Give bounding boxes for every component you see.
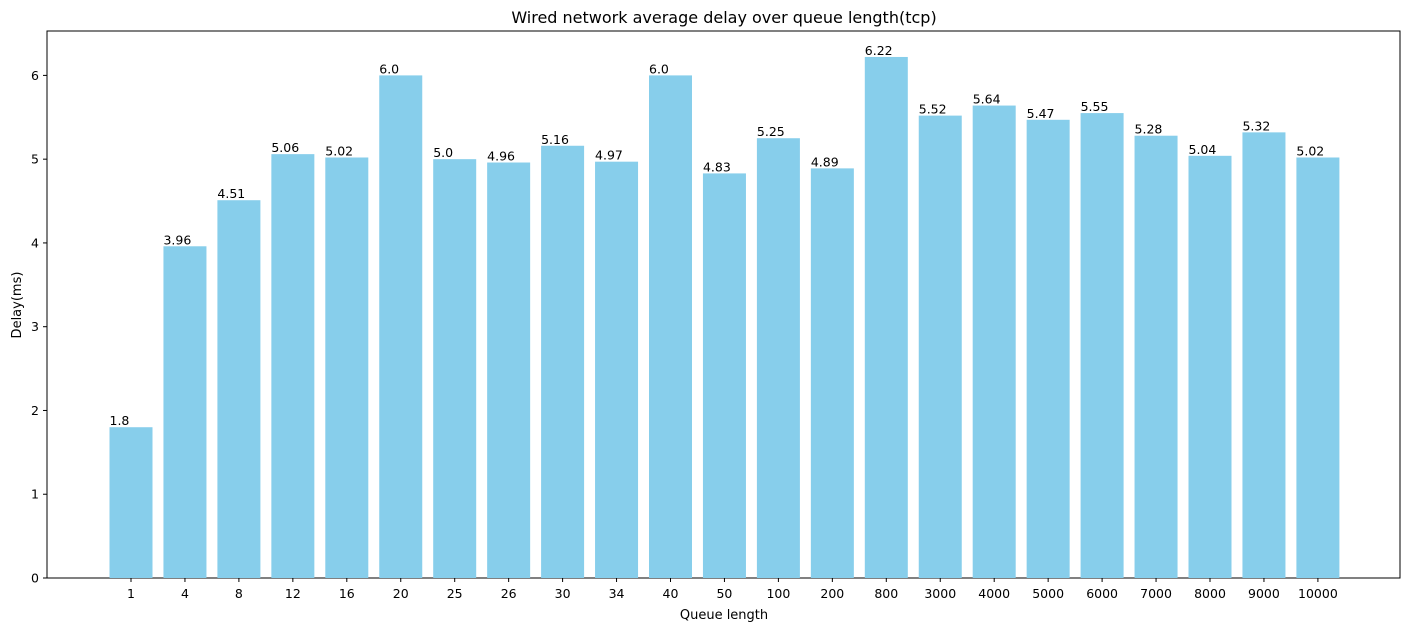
bar <box>433 159 477 578</box>
bar <box>810 168 854 579</box>
bar <box>595 161 639 578</box>
x-tick-label: 100 <box>766 586 790 601</box>
x-axis-label: Queue length <box>680 608 768 623</box>
bar <box>1242 132 1286 579</box>
x-tick-label: 25 <box>447 586 463 601</box>
bar <box>541 145 585 578</box>
y-tick-label: 4 <box>31 235 39 250</box>
bar-value-label: 5.64 <box>973 92 1001 107</box>
bar-value-label: 5.28 <box>1135 122 1163 137</box>
x-tick-label: 7000 <box>1140 586 1172 601</box>
bar-value-label: 3.96 <box>163 232 191 247</box>
y-tick-label: 3 <box>31 319 39 334</box>
x-tick-label: 8 <box>235 586 243 601</box>
bar-value-label: 6.0 <box>379 61 399 76</box>
x-axis: 1 4 8 12 16 20 25 26 30 34 40 50 100 200 800 3000 4000 50… <box>127 578 1338 601</box>
x-tick-label: 9000 <box>1248 586 1280 601</box>
bar-value-label: 5.16 <box>541 132 569 147</box>
x-tick-label: 12 <box>285 586 301 601</box>
bar-value-label: 5.0 <box>433 145 453 160</box>
x-tick-label: 26 <box>501 586 517 601</box>
x-tick-label: 40 <box>663 586 679 601</box>
x-tick-label: 6000 <box>1086 586 1118 601</box>
bar-value-label: 4.96 <box>487 149 515 164</box>
y-tick-label: 5 <box>31 152 39 167</box>
bar <box>487 162 531 579</box>
x-tick-label: 1 <box>127 586 135 601</box>
bar <box>163 246 207 578</box>
bar-value-label: 4.83 <box>703 159 731 174</box>
bar-value-label: 5.06 <box>271 140 299 155</box>
bar <box>271 154 315 579</box>
bar <box>1026 119 1070 578</box>
bar <box>1296 157 1340 578</box>
bar <box>649 75 692 578</box>
bar-series <box>109 56 1340 579</box>
x-tick-label: 3000 <box>924 586 956 601</box>
x-tick-label: 10000 <box>1298 586 1338 601</box>
bar-value-label: 1.8 <box>110 413 130 428</box>
bar-value-label: 6.0 <box>649 61 669 76</box>
bar <box>918 115 962 578</box>
y-tick-label: 1 <box>31 487 39 502</box>
x-tick-label: 50 <box>716 586 732 601</box>
bar <box>1080 113 1124 578</box>
y-tick-label: 2 <box>31 403 39 418</box>
x-tick-label: 20 <box>393 586 409 601</box>
y-axis-label: Delay(ms) <box>10 272 25 339</box>
x-tick-label: 4000 <box>978 586 1010 601</box>
x-tick-label: 200 <box>820 586 844 601</box>
bar <box>1188 155 1232 578</box>
bar-value-label: 6.22 <box>865 43 893 58</box>
bar <box>325 157 369 578</box>
bar <box>1134 135 1178 578</box>
y-axis: 0 1 2 3 4 5 6 <box>31 68 47 586</box>
y-tick-label: 6 <box>31 68 39 83</box>
bar <box>379 75 423 578</box>
bar-value-label: 5.02 <box>325 143 353 158</box>
bar-value-label: 5.04 <box>1189 142 1217 157</box>
bar <box>756 138 800 578</box>
bar-value-label: 4.97 <box>595 148 623 163</box>
bar <box>217 200 261 578</box>
bar-value-label: 5.55 <box>1081 99 1109 114</box>
bar <box>109 427 153 578</box>
bar-value-label: 4.51 <box>217 186 245 201</box>
bar-value-label: 5.25 <box>757 124 785 139</box>
x-tick-label: 8000 <box>1194 586 1226 601</box>
bar-value-label: 4.89 <box>811 154 839 169</box>
chart-title: Wired network average delay over queue l… <box>511 8 936 27</box>
bar <box>972 105 1016 579</box>
x-tick-label: 16 <box>339 586 355 601</box>
bar-value-label: 5.02 <box>1296 143 1324 158</box>
bar <box>864 56 908 579</box>
x-tick-label: 800 <box>874 586 898 601</box>
x-tick-label: 4 <box>181 586 189 601</box>
y-tick-label: 0 <box>31 571 39 586</box>
x-tick-label: 30 <box>555 586 571 601</box>
data-labels: 1.8 3.96 4.51 5.06 5.02 6.0 5.0 4.96 5.16 4.97 6.0… <box>110 43 1325 428</box>
bar-value-label: 5.32 <box>1242 118 1270 133</box>
x-tick-label: 34 <box>609 586 625 601</box>
x-tick-label: 5000 <box>1032 586 1064 601</box>
bar <box>702 173 746 578</box>
bar-value-label: 5.47 <box>1027 106 1055 121</box>
bar-value-label: 5.52 <box>919 102 947 117</box>
